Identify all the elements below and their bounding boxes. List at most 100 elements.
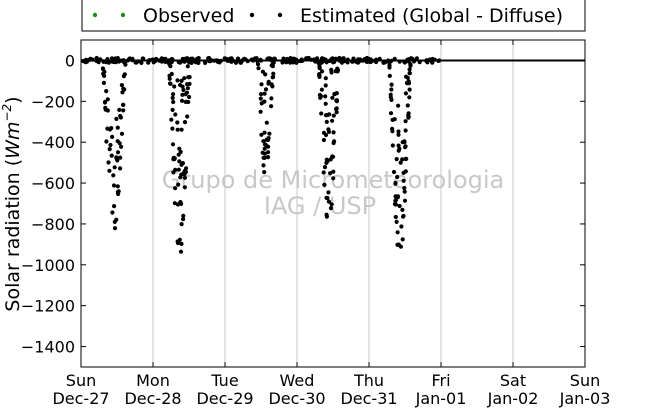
xtick-label-date: Dec-27 (52, 389, 109, 408)
estimated-point (395, 194, 401, 199)
estimated-point (261, 163, 266, 168)
estimated-point (396, 143, 401, 148)
estimated-point (406, 114, 411, 119)
estimated-point (103, 99, 108, 104)
estimated-point (387, 63, 392, 68)
estimated-point (259, 92, 264, 97)
estimated-point (323, 94, 328, 99)
estimated-point (350, 59, 355, 64)
estimated-point (362, 57, 367, 62)
estimated-point (119, 131, 125, 136)
estimated-point (81, 58, 86, 64)
estimated-point (392, 117, 397, 122)
estimated-point (108, 142, 113, 148)
estimated-point (316, 61, 321, 66)
estimated-point (224, 56, 229, 62)
estimated-point (390, 143, 395, 148)
estimated-point (117, 141, 122, 146)
estimated-point (119, 83, 124, 88)
estimated-point (100, 66, 105, 71)
estimated-point (391, 169, 397, 175)
estimated-point (118, 166, 123, 171)
estimated-point (256, 66, 261, 71)
estimated-point (259, 82, 264, 87)
estimated-point (182, 185, 187, 190)
estimated-point (261, 139, 266, 144)
estimated-point (407, 87, 412, 92)
estimated-point (121, 74, 126, 79)
estimated-point (172, 156, 177, 161)
estimated-point (179, 201, 184, 206)
estimated-point (167, 58, 172, 63)
estimated-point (175, 78, 180, 83)
estimated-point (269, 63, 274, 68)
estimated-point (176, 152, 181, 157)
estimated-point (180, 92, 185, 97)
estimated-point (186, 99, 191, 105)
estimated-point (104, 89, 109, 94)
estimated-point (121, 102, 126, 107)
estimated-point (94, 55, 99, 61)
estimated-point (345, 60, 350, 65)
estimated-point (436, 58, 441, 64)
estimated-point (179, 98, 185, 103)
estimated-point (330, 95, 335, 100)
estimated-point (259, 132, 264, 137)
estimated-point (331, 130, 336, 135)
estimated-point (262, 151, 267, 156)
estimated-point (123, 62, 128, 67)
estimated-point (266, 56, 271, 61)
xtick-label-date: Jan-03 (559, 389, 611, 408)
estimated-point (173, 112, 178, 117)
estimated-point (404, 156, 409, 161)
estimated-point (403, 91, 408, 96)
estimated-point (192, 58, 197, 63)
estimated-point (183, 92, 188, 97)
estimated-point (187, 81, 192, 86)
xtick-label-day: Mon (136, 371, 170, 390)
estimated-point (323, 101, 328, 106)
estimated-point (203, 60, 208, 65)
estimated-point (184, 58, 189, 63)
estimated-point (235, 58, 240, 63)
estimated-point (323, 76, 328, 81)
legend-marker-observed-2 (120, 12, 126, 18)
estimated-point (321, 130, 327, 135)
estimated-point (187, 94, 192, 100)
estimated-point (140, 56, 145, 61)
grid-lines (152, 40, 514, 367)
estimated-point (402, 186, 407, 191)
estimated-point (196, 56, 201, 61)
estimated-point (170, 95, 175, 100)
estimated-point (130, 56, 135, 61)
data-points (81, 55, 585, 254)
estimated-point (327, 112, 332, 117)
estimated-point (402, 140, 407, 145)
estimated-point (262, 146, 267, 151)
estimated-point (313, 59, 318, 64)
estimated-point (105, 97, 110, 102)
estimated-point (262, 99, 267, 104)
estimated-point (111, 173, 116, 178)
estimated-point (116, 59, 122, 64)
y-axis-title-prefix: Solar radiation ( (2, 159, 24, 312)
estimated-point (269, 96, 274, 101)
estimated-point (329, 202, 334, 207)
y-axis: 0 −200 −400 −600 −800 −1000 −1200 −1400 (21, 51, 585, 357)
estimated-point (170, 107, 175, 112)
estimated-point (334, 110, 339, 115)
estimated-point (115, 158, 120, 163)
estimated-point (330, 118, 335, 123)
estimated-point (400, 157, 405, 162)
ytick-label: −1400 (21, 338, 75, 357)
estimated-point (208, 59, 213, 64)
estimated-point (262, 91, 267, 96)
estimated-point (112, 219, 117, 224)
estimated-point (374, 58, 379, 63)
estimated-point (396, 242, 401, 247)
estimated-point (261, 155, 266, 160)
estimated-point (267, 131, 272, 136)
estimated-point (395, 174, 400, 180)
estimated-point (388, 95, 393, 100)
estimated-point (328, 206, 334, 211)
